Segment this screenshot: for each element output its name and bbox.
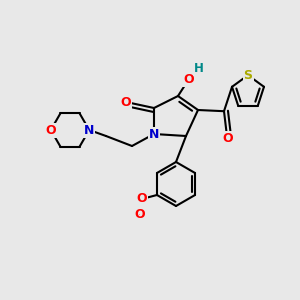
Text: S: S: [244, 69, 253, 82]
Text: O: O: [136, 193, 147, 206]
Text: O: O: [121, 95, 131, 109]
Text: O: O: [139, 214, 140, 215]
Text: O: O: [222, 131, 232, 145]
Text: O: O: [134, 208, 145, 221]
Text: N: N: [84, 124, 94, 136]
Text: H: H: [194, 62, 204, 75]
Text: O: O: [46, 124, 56, 136]
Text: O: O: [184, 73, 194, 86]
Text: N: N: [149, 128, 159, 140]
